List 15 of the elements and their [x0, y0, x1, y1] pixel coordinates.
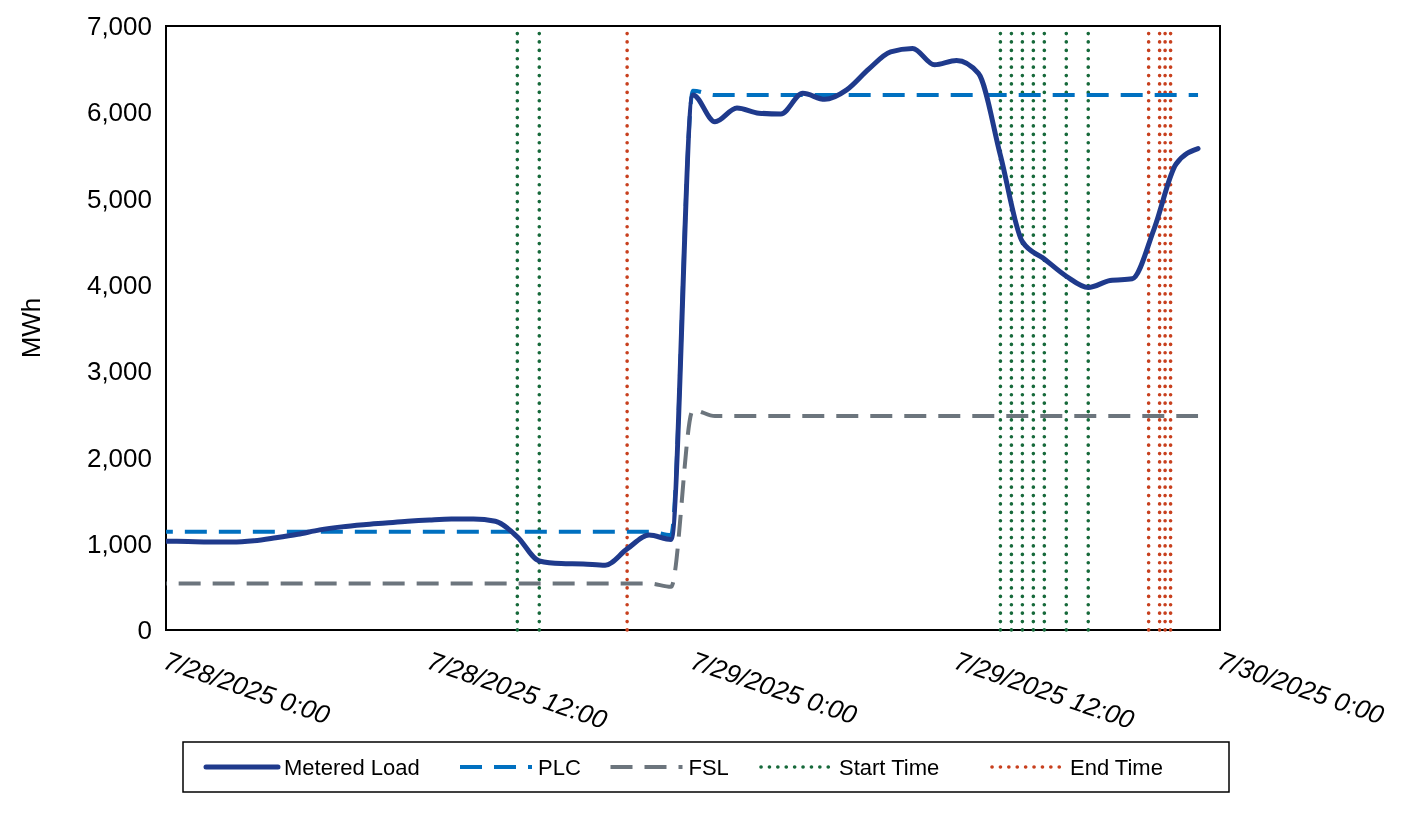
y-tick-label: 5,000	[86, 183, 152, 214]
legend-label: PLC	[538, 754, 581, 780]
y-tick-label: 3,000	[86, 356, 152, 387]
y-tick-label: 1,000	[86, 528, 152, 559]
y-tick-label: 4,000	[86, 269, 152, 300]
y-axis-title: MWh	[16, 297, 46, 359]
legend-label: Start Time	[839, 754, 940, 780]
y-tick-label: 7,000	[86, 11, 152, 42]
legend-label: End Time	[1070, 754, 1163, 780]
y-tick-label: 2,000	[86, 442, 152, 473]
legend-label: FSL	[688, 754, 729, 780]
legend-label: Metered Load	[284, 754, 420, 780]
y-tick-label: 0	[137, 615, 152, 646]
y-tick-label: 6,000	[86, 97, 152, 128]
line-series	[166, 407, 1201, 589]
